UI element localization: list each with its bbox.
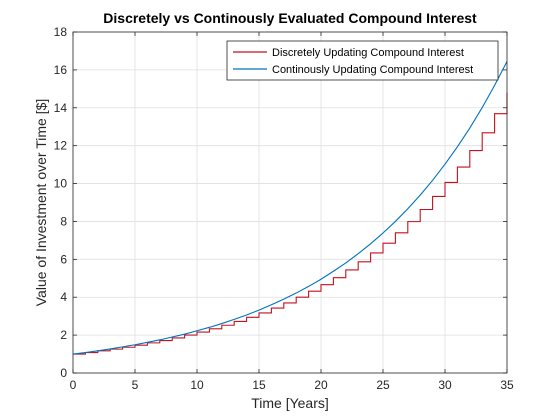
y-axis-label: Value of Investment over Time [$] <box>33 99 49 307</box>
x-tick-label: 25 <box>376 378 390 392</box>
series-layer <box>72 61 508 355</box>
y-tick-label: 12 <box>54 139 68 153</box>
y-tick-label: 18 <box>54 25 68 39</box>
y-tick-label: 10 <box>54 177 68 191</box>
y-tick-label: 0 <box>60 366 67 380</box>
x-tick-label: 5 <box>132 378 139 392</box>
x-axis-label: Time [Years] <box>251 395 329 411</box>
x-tick-label: 0 <box>70 378 77 392</box>
x-tick-label: 30 <box>438 378 452 392</box>
x-tick-label: 10 <box>190 378 204 392</box>
y-tick-label: 8 <box>60 214 67 228</box>
x-tick-label: 20 <box>314 378 328 392</box>
series-line-1 <box>72 61 508 355</box>
y-tick-label: 14 <box>54 101 68 115</box>
legend-label-discrete: Discretely Updating Compound Interest <box>272 47 464 59</box>
axis-ticks <box>72 31 508 374</box>
x-tick-label: 15 <box>252 378 266 392</box>
legend-label-continuous: Continously Updating Compound Interest <box>272 64 473 76</box>
tick-labels: 0 5 10 15 20 25 30 35 0 2 4 6 8 10 12 14 16 18 <box>54 25 514 392</box>
chart-title: Discretely vs Continously Evaluated Comp… <box>103 10 477 26</box>
legend: Discretely Updating Compound Interest Co… <box>226 40 499 81</box>
series-line-0 <box>73 92 508 355</box>
y-tick-label: 16 <box>54 63 68 77</box>
plot-frame <box>72 31 508 374</box>
plot-area <box>73 32 507 373</box>
legend-box <box>226 40 499 81</box>
y-tick-label: 4 <box>60 290 67 304</box>
y-tick-label: 6 <box>60 252 67 266</box>
x-tick-label: 35 <box>500 378 514 392</box>
y-tick-label: 2 <box>60 328 67 342</box>
